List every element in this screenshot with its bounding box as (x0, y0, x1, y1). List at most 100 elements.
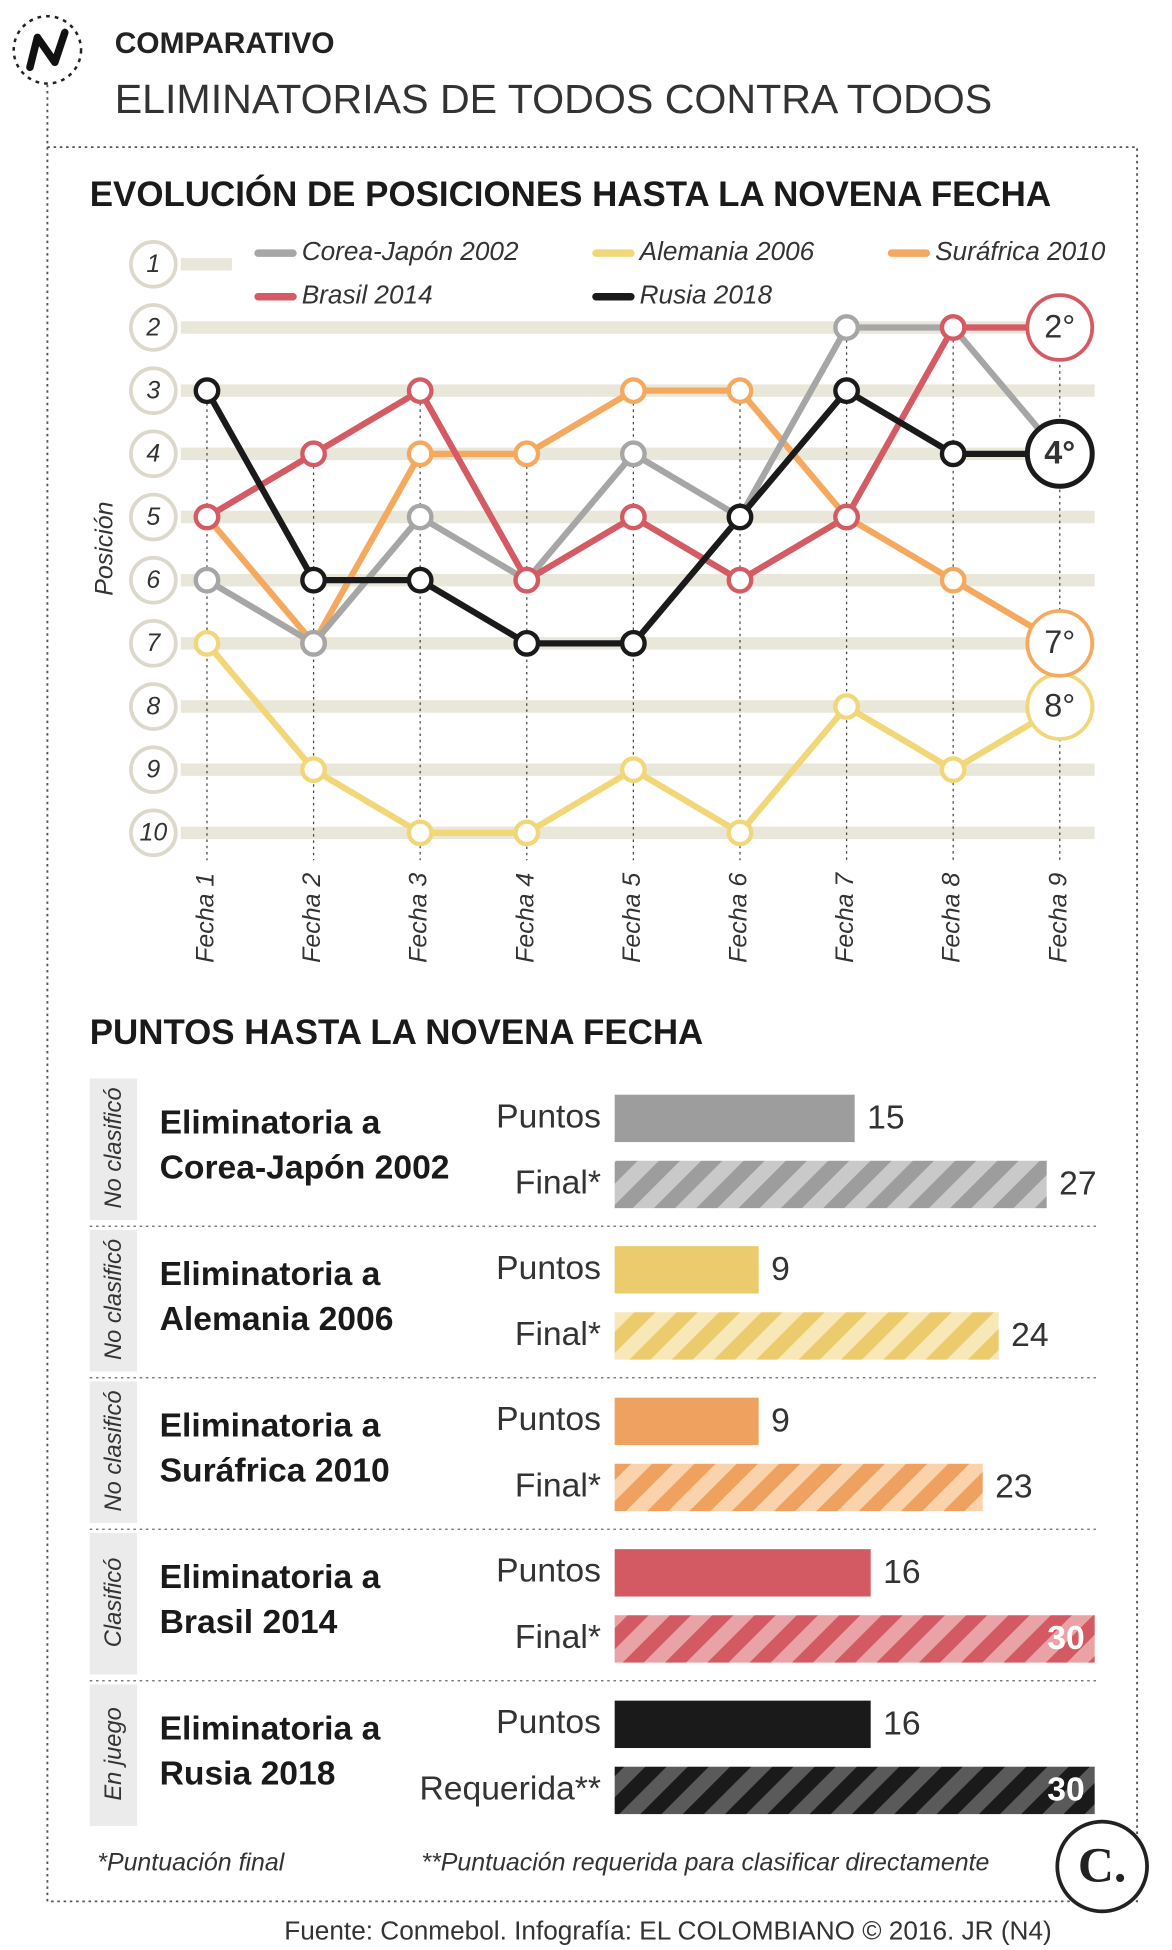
bar (614, 1549, 871, 1597)
y-tick-label: 7 (146, 629, 161, 657)
point (300, 440, 327, 468)
bar-label: Final* (515, 1164, 601, 1201)
end-badge (1024, 418, 1095, 489)
x-tick-label: Fecha 2 (298, 873, 326, 963)
bar-value: 24 (1011, 1317, 1048, 1354)
legend-label: Suráfrica 2010 (935, 236, 1106, 266)
y-tick-label: 8 (146, 692, 160, 720)
bar (614, 1700, 871, 1749)
page-title: ELIMINATORIAS DE TODOS CONTRA TODOS (115, 76, 993, 122)
point (726, 377, 754, 405)
bar-value: 16 (883, 1705, 920, 1742)
y-tick-label: 5 (146, 503, 160, 531)
point (406, 377, 434, 405)
point (513, 629, 541, 657)
bar (614, 1615, 1095, 1663)
bar (614, 1312, 999, 1360)
group-title: Rusia 2018 (160, 1755, 336, 1792)
y-tick-label: 4 (146, 440, 160, 468)
logo-n (26, 28, 69, 72)
status-label: No clasificó (101, 1390, 127, 1511)
legend-label: Corea-Japón 2002 (302, 236, 519, 266)
bar (614, 1246, 759, 1294)
bar-value: 9 (771, 1251, 790, 1288)
line-chart-title: EVOLUCIÓN DE POSICIONES HASTA LA NOVENA … (90, 174, 1051, 214)
tick-circle (129, 808, 178, 858)
point (939, 314, 967, 341)
point (193, 566, 221, 594)
point (833, 693, 860, 720)
group-title: Eliminatoria a (160, 1559, 381, 1596)
x-tick-label: Fecha 7 (831, 872, 859, 963)
x-tick-label: Fecha 9 (1044, 873, 1072, 963)
bar (614, 1463, 983, 1512)
group-title: Suráfrica 2010 (160, 1452, 390, 1489)
x-tick-label: Fecha 4 (511, 873, 539, 963)
footnote: **Puntuación requerida para clasificar d… (421, 1849, 989, 1877)
bar (614, 1766, 1095, 1815)
bar (614, 1094, 855, 1143)
bar-label: Puntos (496, 1704, 601, 1741)
tick-circle (129, 240, 178, 289)
bar (614, 1160, 1047, 1209)
end-badge (1025, 609, 1095, 678)
value-label: 7° (1044, 624, 1075, 660)
tick-circle (129, 619, 178, 668)
legend-label: Rusia 2018 (640, 280, 773, 310)
x-tick-label: Fecha 6 (725, 873, 753, 963)
status-band (89, 1532, 138, 1675)
tick-circle (129, 492, 178, 542)
point (193, 377, 221, 405)
value-label: 8° (1044, 687, 1075, 723)
group-title: Eliminatoria a (160, 1256, 381, 1293)
tick-circle (129, 303, 178, 352)
y-tick-label: 6 (146, 566, 160, 594)
status-label: No clasificó (101, 1087, 127, 1208)
tick-circle (129, 682, 178, 731)
point (939, 566, 967, 594)
point (939, 756, 967, 784)
point (726, 819, 754, 847)
y-tick-label: 2 (145, 313, 160, 341)
status-band (89, 1229, 138, 1372)
x-tick-label: Fecha 3 (405, 873, 433, 963)
value-label: 4° (1044, 435, 1075, 471)
point (406, 819, 434, 847)
bar-label: Puntos (496, 1250, 601, 1287)
group-title: Corea-Japón 2002 (160, 1149, 450, 1186)
bar (614, 1397, 759, 1446)
bar-value: 23 (995, 1469, 1032, 1506)
tick-circle (129, 745, 178, 795)
bar-label: Final* (515, 1467, 601, 1504)
bar-label: Final* (515, 1316, 601, 1353)
x-tick-label: Fecha 8 (938, 873, 966, 963)
bar-value: 30 (1047, 1620, 1084, 1657)
bar-value: 15 (867, 1100, 904, 1137)
bar-chart-title: PUNTOS HASTA LA NOVENA FECHA (90, 1013, 703, 1052)
bar-value: 9 (771, 1402, 790, 1439)
status-label: Clasificó (101, 1558, 127, 1647)
status-label: En juego (101, 1707, 127, 1800)
point (833, 314, 860, 341)
point (619, 629, 647, 657)
status-band (89, 1078, 138, 1220)
point (513, 566, 541, 594)
bar-label: Puntos (496, 1553, 601, 1590)
tick-circle (129, 366, 178, 415)
end-badge (1025, 293, 1095, 362)
point (300, 756, 327, 784)
point (406, 566, 434, 594)
y-tick-label: 10 (139, 819, 167, 847)
point (406, 503, 434, 531)
y-tick-label: 3 (146, 376, 160, 404)
bar-value: 16 (883, 1554, 920, 1591)
point (833, 503, 860, 531)
y-tick-label: 1 (146, 250, 160, 278)
tick-circle (129, 429, 178, 479)
x-tick-label: Fecha 1 (192, 873, 220, 963)
group-title: Alemania 2006 (160, 1301, 394, 1338)
point (939, 440, 967, 468)
logo-ring (12, 14, 83, 85)
point (619, 440, 647, 468)
